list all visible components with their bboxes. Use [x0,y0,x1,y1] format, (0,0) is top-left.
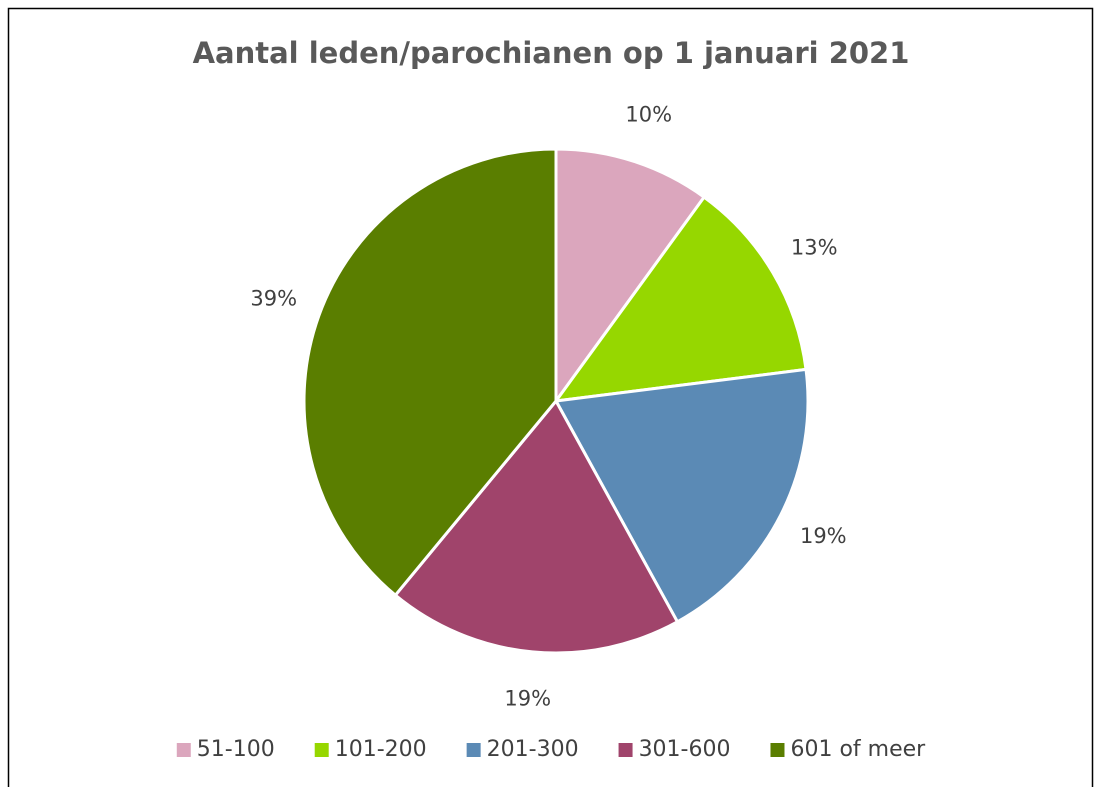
data-label: 19% [800,524,847,548]
data-label: 10% [625,103,672,127]
data-label: 13% [791,235,838,259]
data-label: 39% [250,286,297,310]
legend-label: 201-300 [487,737,579,762]
chart-title: Aantal leden/parochianen op 1 januari 20… [193,36,910,70]
legend-swatch [314,743,329,757]
legend-label: 301-600 [639,737,731,762]
data-label: 19% [504,687,551,711]
pie-slice [552,195,808,403]
legend-swatch [770,743,785,757]
legend-label: 601 of meer [790,737,926,762]
legend-swatch [176,743,191,757]
pie-slice [302,147,558,598]
legend-label: 51-100 [197,737,275,762]
legend-swatch [618,743,633,757]
legend-label: 101-200 [335,737,427,762]
pie-slice [554,147,707,406]
pie-slice [393,398,680,655]
pie-slice [553,367,810,624]
legend-swatch [466,743,481,757]
